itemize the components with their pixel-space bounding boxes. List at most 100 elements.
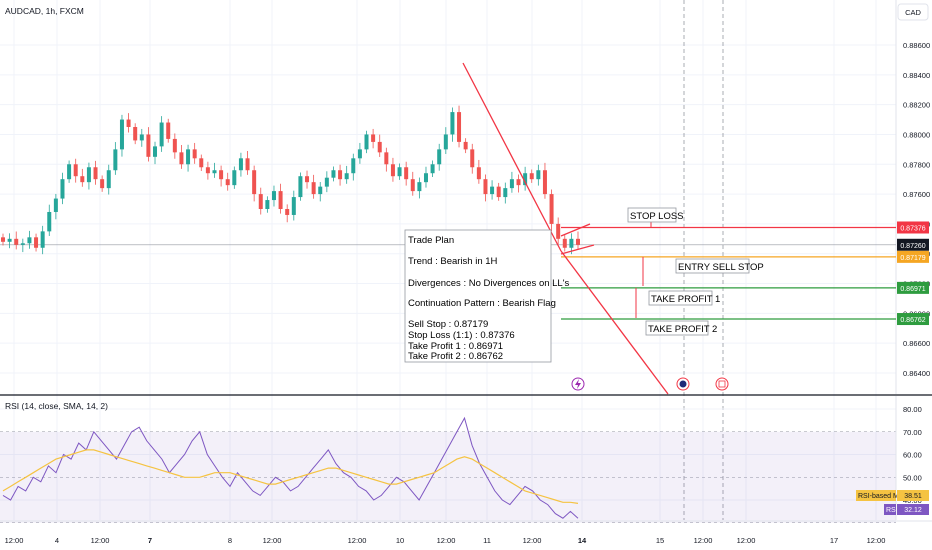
candle-body [205, 167, 210, 174]
trade-plan-stop-loss: Stop Loss (1:1) : 0.87376 [408, 330, 515, 341]
rsi-band [0, 431, 896, 523]
calendar-icon[interactable] [715, 377, 729, 391]
candle-body [153, 146, 158, 157]
candle-body [523, 173, 528, 186]
candle-body [311, 182, 316, 195]
candle-body [291, 197, 296, 215]
level-price-tag [897, 313, 929, 326]
trade-plan-box[interactable]: Trade Plan Trend : Bearish in 1H Diverge… [404, 229, 570, 363]
candle-body [40, 231, 45, 248]
candle-body [371, 134, 376, 142]
time-tick-label: 10 [396, 536, 404, 545]
candle-body [192, 149, 197, 159]
current-price-label: 0.87260 [900, 243, 925, 250]
trade-plan-tp1: Take Profit 1 : 0.86971 [408, 341, 503, 352]
flag-lower-line [560, 244, 595, 255]
level-price-tag [897, 281, 929, 294]
take-profit-1-label[interactable]: TAKE PROFIT 1 [648, 290, 720, 306]
candle-body [86, 167, 91, 183]
candle-body [397, 167, 402, 177]
candle-body [14, 238, 19, 245]
rsi-legend: RSI 32.12 [884, 504, 929, 515]
time-tick-label: 12:00 [348, 536, 367, 545]
candle-body [73, 164, 78, 177]
price-axis[interactable]: 0.88600 0.88400 0.88200 0.88000 0.87800 0.876… [897, 41, 930, 378]
candle-body [351, 158, 356, 174]
currency-button[interactable] [897, 3, 929, 21]
candle-body [60, 179, 65, 199]
time-axis[interactable]: 12:00 4 12:00 7 8 12:00 12:00 10 12:00 11 12:00 14 1… [5, 536, 886, 545]
candle-body [430, 164, 435, 174]
candle-body [93, 167, 98, 180]
candle-body [364, 134, 369, 150]
candle-body [417, 182, 422, 192]
rsi-grid [0, 408, 896, 524]
candles [1, 105, 580, 255]
price-tick-label: 0.86400 [903, 369, 930, 378]
candle-body [457, 112, 462, 142]
entry-sell-stop-label[interactable]: ENTRY SELL STOP [675, 258, 764, 274]
price-tick-label: 0.87800 [903, 160, 930, 169]
candle-body [1, 237, 5, 242]
rsi-line [2, 416, 579, 519]
candle-body [100, 179, 105, 189]
candle-body [357, 149, 362, 159]
candle-body [119, 119, 124, 150]
candle-body [305, 176, 310, 183]
candle-body [67, 164, 72, 180]
candle-body [562, 238, 567, 248]
candle-body [496, 186, 501, 198]
candle-body [219, 170, 224, 180]
symbol-title: AUDCAD, 1h, FXCM [5, 6, 84, 16]
rsi-ma-line [2, 449, 579, 504]
time-tick-label: 12:00 [5, 536, 24, 545]
time-tick-label: 12:00 [523, 536, 542, 545]
take-profit-2-label[interactable]: TAKE PROFIT 2 [645, 320, 717, 336]
stop-loss-label[interactable]: STOP LOSS [627, 207, 684, 223]
svg-text:RSI-based MA: RSI-based MA [858, 493, 904, 500]
lightning-icon[interactable] [571, 377, 585, 391]
candle-body [324, 177, 329, 187]
time-tick-label: 12:00 [91, 536, 110, 545]
candle-body [186, 149, 191, 165]
candle-body [126, 119, 131, 127]
candle-body [285, 209, 290, 215]
candle-body [384, 152, 389, 165]
candle-body [80, 176, 85, 183]
candle-body [252, 170, 257, 195]
trend-line [462, 62, 562, 252]
candle-body [106, 170, 111, 189]
trade-levels[interactable]: 0.87376 0.87179 0.86971 0.86762 [561, 221, 929, 326]
time-tick-label: 12:00 [694, 536, 713, 545]
drawings[interactable] [462, 62, 669, 395]
time-tick-label: 15 [656, 536, 664, 545]
time-tick-label: 11 [483, 536, 491, 545]
candle-body [437, 149, 442, 165]
candle-body [258, 194, 263, 209]
candle-body [490, 186, 495, 195]
trade-plan-divergences: Divergences : No Divergences on LL's [408, 278, 570, 289]
candle-body [265, 200, 270, 209]
current-price-tag [897, 238, 929, 251]
candle-body [47, 211, 52, 232]
price-tick-label: 0.88400 [903, 71, 930, 80]
candle-body [476, 167, 481, 180]
level-price-label: 0.86971 [900, 286, 925, 293]
svg-text:38.51: 38.51 [904, 493, 922, 500]
candle-body [410, 179, 415, 192]
svg-text:TAKE PROFIT 2: TAKE PROFIT 2 [648, 324, 717, 335]
candle-body [20, 243, 25, 245]
price-tick-label: 0.86600 [903, 339, 930, 348]
trade-plan-sell-stop: Sell Stop : 0.87179 [408, 319, 488, 330]
candle-body [34, 237, 39, 248]
flag-icon[interactable] [676, 377, 690, 391]
currency-label: CAD [905, 8, 921, 17]
candle-body [542, 170, 547, 195]
trade-plan-trend: Trend : Bearish in 1H [408, 256, 498, 267]
time-tick-label: 12:00 [263, 536, 282, 545]
projection-line [560, 250, 669, 395]
candle-body [569, 238, 574, 248]
time-tick-label: 12:00 [737, 536, 756, 545]
candle-body [212, 170, 217, 174]
